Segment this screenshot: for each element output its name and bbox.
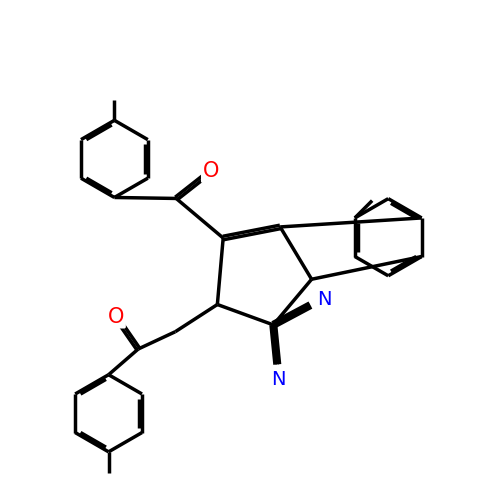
Text: O: O: [108, 307, 124, 327]
Text: O: O: [202, 162, 219, 182]
Text: N: N: [317, 290, 332, 308]
Text: N: N: [271, 370, 285, 389]
